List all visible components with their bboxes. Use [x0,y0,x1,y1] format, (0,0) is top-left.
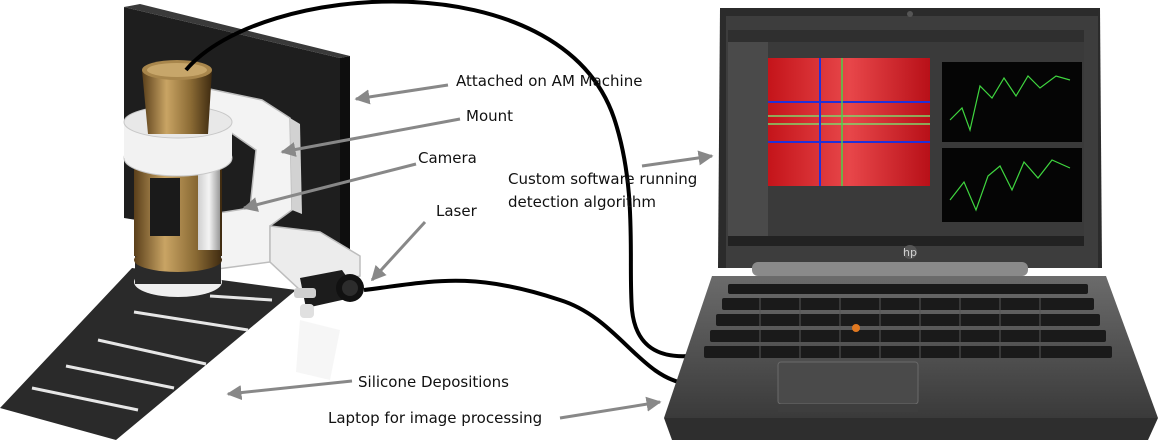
arrow-silicone [226,379,353,401]
label-mount: Mount [466,107,514,125]
label-software-line1: Custom software running [508,170,698,188]
label-laptop: Laptop for image processing [328,409,543,427]
arrow-laser [370,220,427,282]
arrow-software [641,150,714,168]
label-attached-on-am-machine: Attached on AM Machine [456,72,643,90]
label-silicone-depositions: Silicone Depositions [358,373,509,391]
pointer-arrows [226,83,714,420]
label-software-line2: detection algorithm [508,193,657,211]
arrow-attached [354,83,449,105]
laser [294,270,364,380]
arrow-camera [242,162,417,212]
hp-logo: hp [903,246,917,259]
label-camera: Camera [418,149,477,167]
arrow-laptop [559,396,662,420]
laser-cable [363,278,689,386]
label-laser: Laser [436,202,477,220]
laptop [664,8,1158,440]
camera [123,60,233,297]
camera-cable [184,0,691,359]
arrow-mount [280,117,461,157]
silicone-deposition-tray [0,268,296,440]
